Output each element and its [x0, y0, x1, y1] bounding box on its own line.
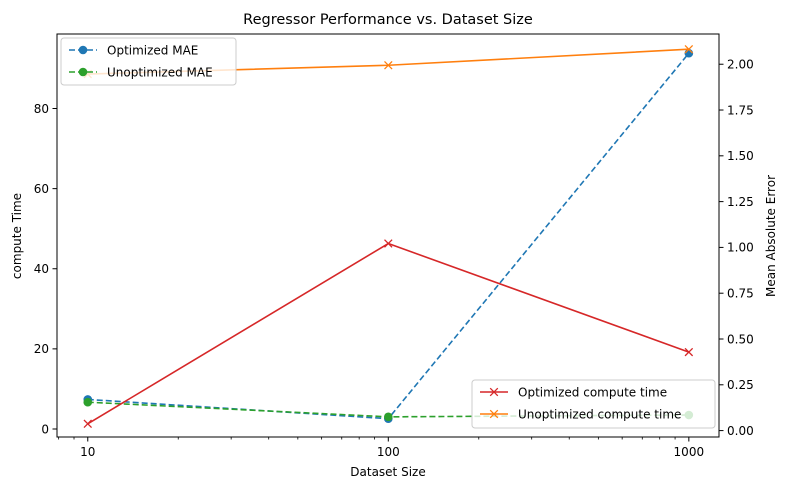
data-point-1-0 — [83, 397, 93, 407]
data-point-2-2 — [684, 347, 694, 357]
data-point-3-1 — [384, 60, 393, 70]
x-tick-label: 10 — [80, 445, 95, 459]
right-tick-label: 1.25 — [727, 195, 754, 209]
right-tick-label: 2.00 — [727, 58, 754, 72]
data-point-3-2 — [684, 44, 694, 54]
chart-title: Regressor Performance vs. Dataset Size — [243, 12, 533, 28]
data-point-2-0 — [83, 419, 93, 429]
data-point-1-1 — [384, 412, 393, 422]
right-tick-label: 1.50 — [727, 149, 754, 163]
axes: 10 100 1000 0 20 40 60 80 0.00 0.25 0.50 0.75 1.00 1.… — [34, 33, 754, 459]
right-tick-label: 0.00 — [727, 424, 754, 438]
x-tick-label: 1000 — [674, 445, 705, 459]
x-axis-label: Dataset Size — [350, 465, 425, 479]
left-tick-label: 20 — [34, 342, 49, 356]
right-tick-label: 1.00 — [727, 241, 754, 255]
left-tick-label: 80 — [34, 102, 49, 116]
legend-label: Optimized MAE — [107, 43, 198, 57]
right-axis-label: Mean Absolute Error — [764, 175, 778, 297]
data-point-0-2 — [684, 48, 694, 58]
legends: Optimized MAE Unoptimized MAE Optimized co… — [60, 37, 716, 429]
series-line-0 — [87, 52, 690, 420]
left-axis-label: compute Time — [10, 193, 24, 279]
left-tick-label: 40 — [34, 262, 49, 276]
legend-swatch-marker — [489, 409, 499, 419]
right-tick-label: 0.25 — [727, 378, 754, 392]
right-tick-label: 0.75 — [727, 287, 754, 301]
data-point-2-1 — [384, 239, 393, 248]
plot-frame — [56, 33, 720, 438]
legend-label: Optimized compute time — [518, 385, 667, 399]
legend-label: Unoptimized compute time — [518, 407, 681, 421]
legend-swatch-marker — [78, 45, 88, 55]
plot-area — [83, 44, 694, 429]
left-tick-label: 0 — [41, 422, 49, 436]
legend-swatch-marker — [78, 67, 88, 77]
right-tick-label: 1.75 — [727, 103, 754, 117]
x-tick-label: 100 — [377, 445, 400, 459]
legend-box-0 — [60, 37, 237, 86]
legend-box-1 — [471, 379, 716, 429]
left-tick-label: 60 — [34, 182, 49, 196]
legend-swatch-marker — [489, 387, 499, 397]
right-tick-label: 0.50 — [727, 332, 754, 346]
legend-label: Unoptimized MAE — [107, 65, 213, 79]
